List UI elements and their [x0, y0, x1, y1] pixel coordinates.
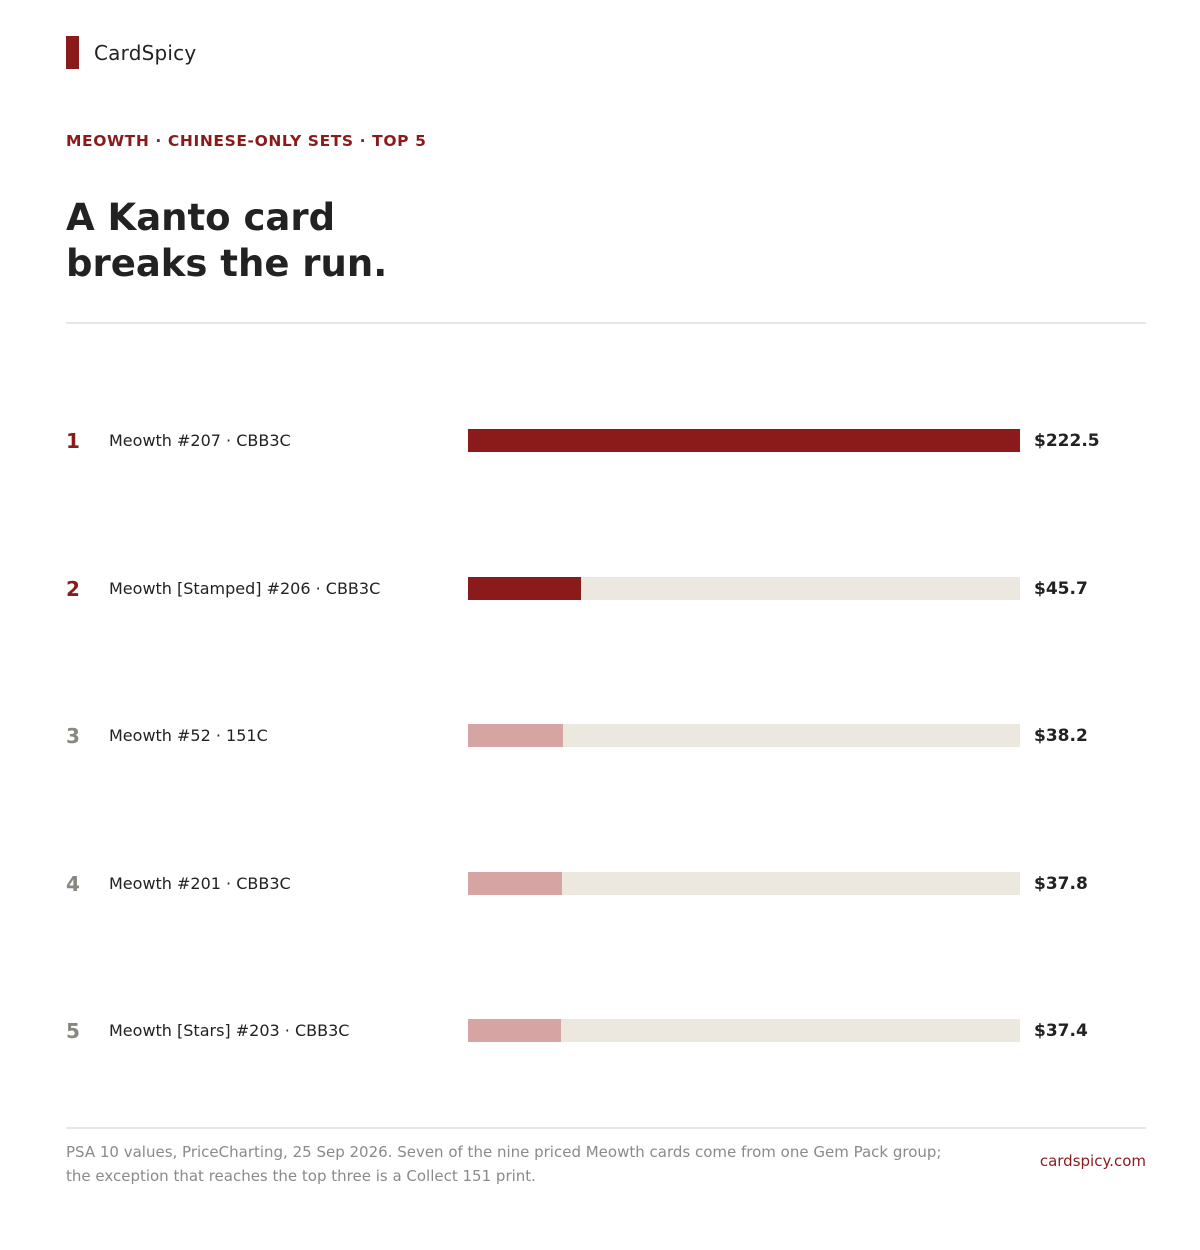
bar-track: [468, 429, 1020, 452]
site-link[interactable]: cardspicy.com: [1039, 1152, 1146, 1170]
headline-line-1: A Kanto card: [66, 196, 336, 239]
rank-number: 4: [66, 871, 80, 896]
value-label: $38.2: [1034, 726, 1088, 747]
rank-number: 3: [66, 724, 80, 749]
chart-row: 4 Meowth #201 · CBB3C $37.8: [0, 871, 1200, 896]
bar-track: [468, 1019, 1020, 1043]
bar: [468, 724, 563, 748]
brand-logo-mark: [66, 36, 79, 69]
value-label: $37.8: [1034, 873, 1088, 894]
chart-row: 5 Meowth [Stars] #203 · CBB3C $37.4: [0, 1019, 1200, 1043]
card-label: Meowth #201 · CBB3C: [109, 873, 291, 893]
rank-number: 2: [66, 576, 80, 601]
rank-number: 1: [66, 429, 80, 453]
bar-track: [468, 871, 1020, 895]
bar-track: [468, 576, 1020, 600]
bar: [468, 429, 1020, 452]
bar: [468, 576, 582, 600]
card-label: Meowth [Stamped] #206 · CBB3C: [109, 578, 381, 598]
card-label: Meowth #52 · 151C: [109, 726, 268, 746]
kicker: MEOWTH · CHINESE-ONLY SETS · TOP 5: [66, 132, 427, 150]
bar: [468, 871, 562, 895]
chart-row: 3 Meowth #52 · 151C $38.2: [0, 724, 1200, 748]
bar-track: [468, 724, 1020, 748]
brand: CardSpicy: [66, 36, 196, 69]
value-label: $37.4: [1034, 1021, 1088, 1042]
bottom-divider: [66, 1127, 1146, 1129]
footnote: PSA 10 values, PriceCharting, 25 Sep 202…: [66, 1143, 942, 1185]
headline-line-2: breaks the run.: [66, 242, 388, 285]
chart-row: 1 Meowth #207 · CBB3C $222.5: [0, 429, 1200, 453]
rank-number: 5: [66, 1019, 80, 1044]
card-label: Meowth [Stars] #203 · CBB3C: [109, 1021, 350, 1041]
headline: A Kanto card breaks the run.: [66, 195, 666, 287]
chart-row: 2 Meowth [Stamped] #206 · CBB3C $45.7: [0, 576, 1200, 601]
bar: [468, 1019, 561, 1043]
value-label: $45.7: [1034, 578, 1088, 599]
brand-name: CardSpicy: [94, 40, 197, 65]
top-divider: [66, 322, 1146, 324]
card-label: Meowth #207 · CBB3C: [109, 431, 291, 450]
value-label: $222.5: [1034, 431, 1100, 451]
